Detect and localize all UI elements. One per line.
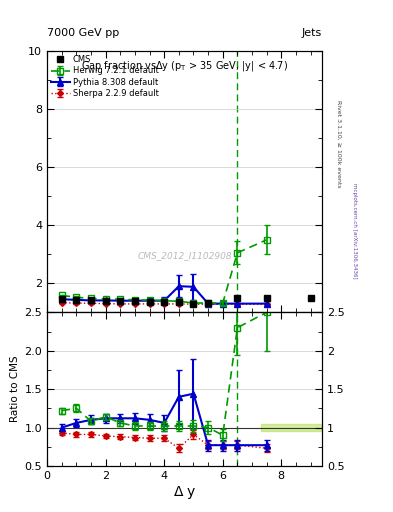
CMS bbox=[147, 298, 152, 305]
CMS bbox=[89, 297, 94, 304]
CMS bbox=[162, 298, 167, 305]
Text: Jets: Jets bbox=[302, 28, 322, 38]
CMS bbox=[118, 298, 123, 304]
CMS bbox=[103, 297, 108, 304]
CMS bbox=[264, 295, 269, 301]
Text: mcplots.cern.ch [arXiv:1306.3436]: mcplots.cern.ch [arXiv:1306.3436] bbox=[352, 183, 357, 278]
Text: 7000 GeV pp: 7000 GeV pp bbox=[47, 28, 119, 38]
Legend: CMS, Herwig 7.2.1 default, Pythia 8.308 default, Sherpa 2.2.9 default: CMS, Herwig 7.2.1 default, Pythia 8.308 … bbox=[50, 54, 160, 99]
CMS bbox=[308, 295, 313, 301]
CMS bbox=[235, 295, 240, 301]
Text: Rivet 3.1.10, ≥ 100k events: Rivet 3.1.10, ≥ 100k events bbox=[336, 99, 341, 187]
CMS bbox=[132, 298, 137, 304]
Text: Gap fraction vs$\Delta$y (p$_{\rm T}$ > 35 GeV, |y| < 4.7): Gap fraction vs$\Delta$y (p$_{\rm T}$ > … bbox=[81, 59, 288, 73]
CMS bbox=[176, 299, 181, 305]
Text: CMS_2012_I1102908: CMS_2012_I1102908 bbox=[138, 251, 232, 260]
CMS bbox=[191, 301, 196, 307]
CMS bbox=[74, 297, 79, 303]
CMS bbox=[206, 300, 211, 306]
Line: CMS: CMS bbox=[59, 295, 313, 306]
CMS bbox=[59, 296, 64, 302]
X-axis label: $\Delta$ y: $\Delta$ y bbox=[173, 483, 196, 501]
Y-axis label: Ratio to CMS: Ratio to CMS bbox=[10, 356, 20, 422]
